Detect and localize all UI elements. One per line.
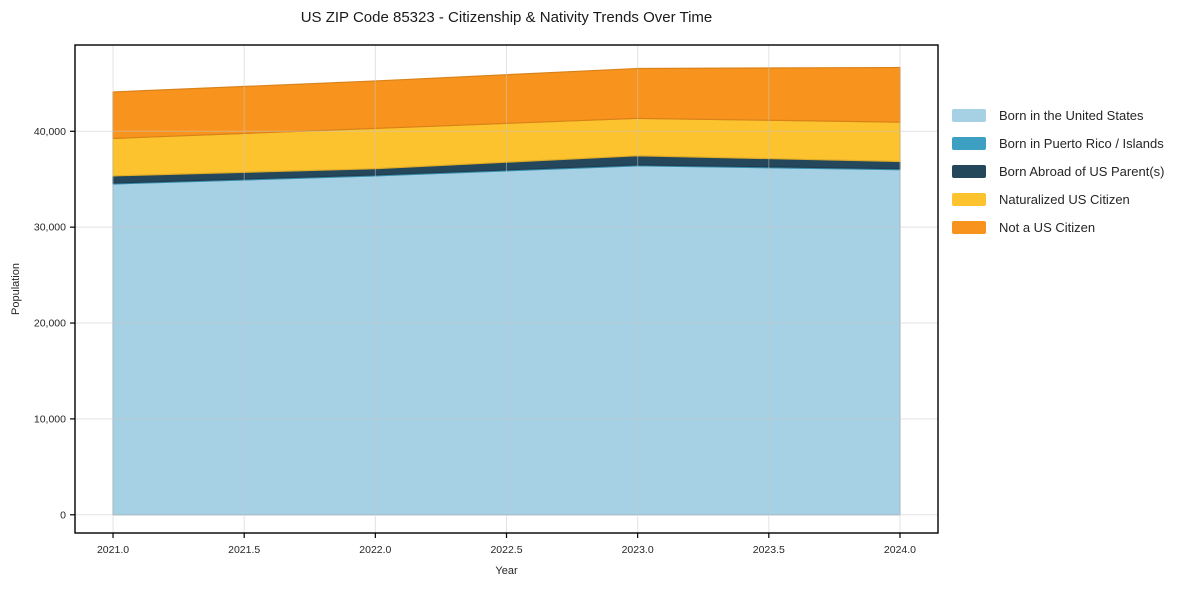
legend-swatch-naturalized [952,192,986,206]
y-tick-label: 0 [60,509,66,521]
legend-label: Not a US Citizen [999,219,1096,235]
legend-label: Born Abroad of US Parent(s) [999,163,1165,179]
y-tick-label: 40,000 [34,126,66,138]
x-axis-label: Year [495,565,518,577]
x-tick-label: 2023.5 [753,544,785,556]
legend-swatch-not-citizen [952,220,986,234]
legend-item: Naturalized US Citizen [952,185,1164,213]
legend-label: Naturalized US Citizen [999,191,1130,207]
legend-swatch-born-us [952,108,986,122]
x-tick-label: 2021.5 [228,544,260,556]
x-tick-label: 2022.5 [490,544,522,556]
legend-label: Born in Puerto Rico / Islands [999,135,1164,151]
y-tick-label: 30,000 [34,222,66,234]
y-tick-label: 20,000 [34,318,66,330]
y-tick-label: 10,000 [34,413,66,425]
legend-item: Not a US Citizen [952,213,1164,241]
plot-frame [74,44,939,534]
legend-label: Born in the United States [999,107,1144,123]
legend-item: Born in the United States [952,101,1164,129]
chart-title: US ZIP Code 85323 - Citizenship & Nativi… [300,9,713,26]
x-tick-label: 2022.0 [359,544,391,556]
x-tick-label: 2021.0 [97,544,129,556]
y-axis-label: Population [10,263,22,315]
legend-swatch-born-pr [952,136,986,150]
x-tick-label: 2023.0 [622,544,654,556]
legend-swatch-born-abroad [952,164,986,178]
legend: Born in the United States Born in Puerto… [952,101,1164,241]
legend-item: Born Abroad of US Parent(s) [952,157,1164,185]
legend-item: Born in Puerto Rico / Islands [952,129,1164,157]
x-tick-label: 2024.0 [884,544,916,556]
